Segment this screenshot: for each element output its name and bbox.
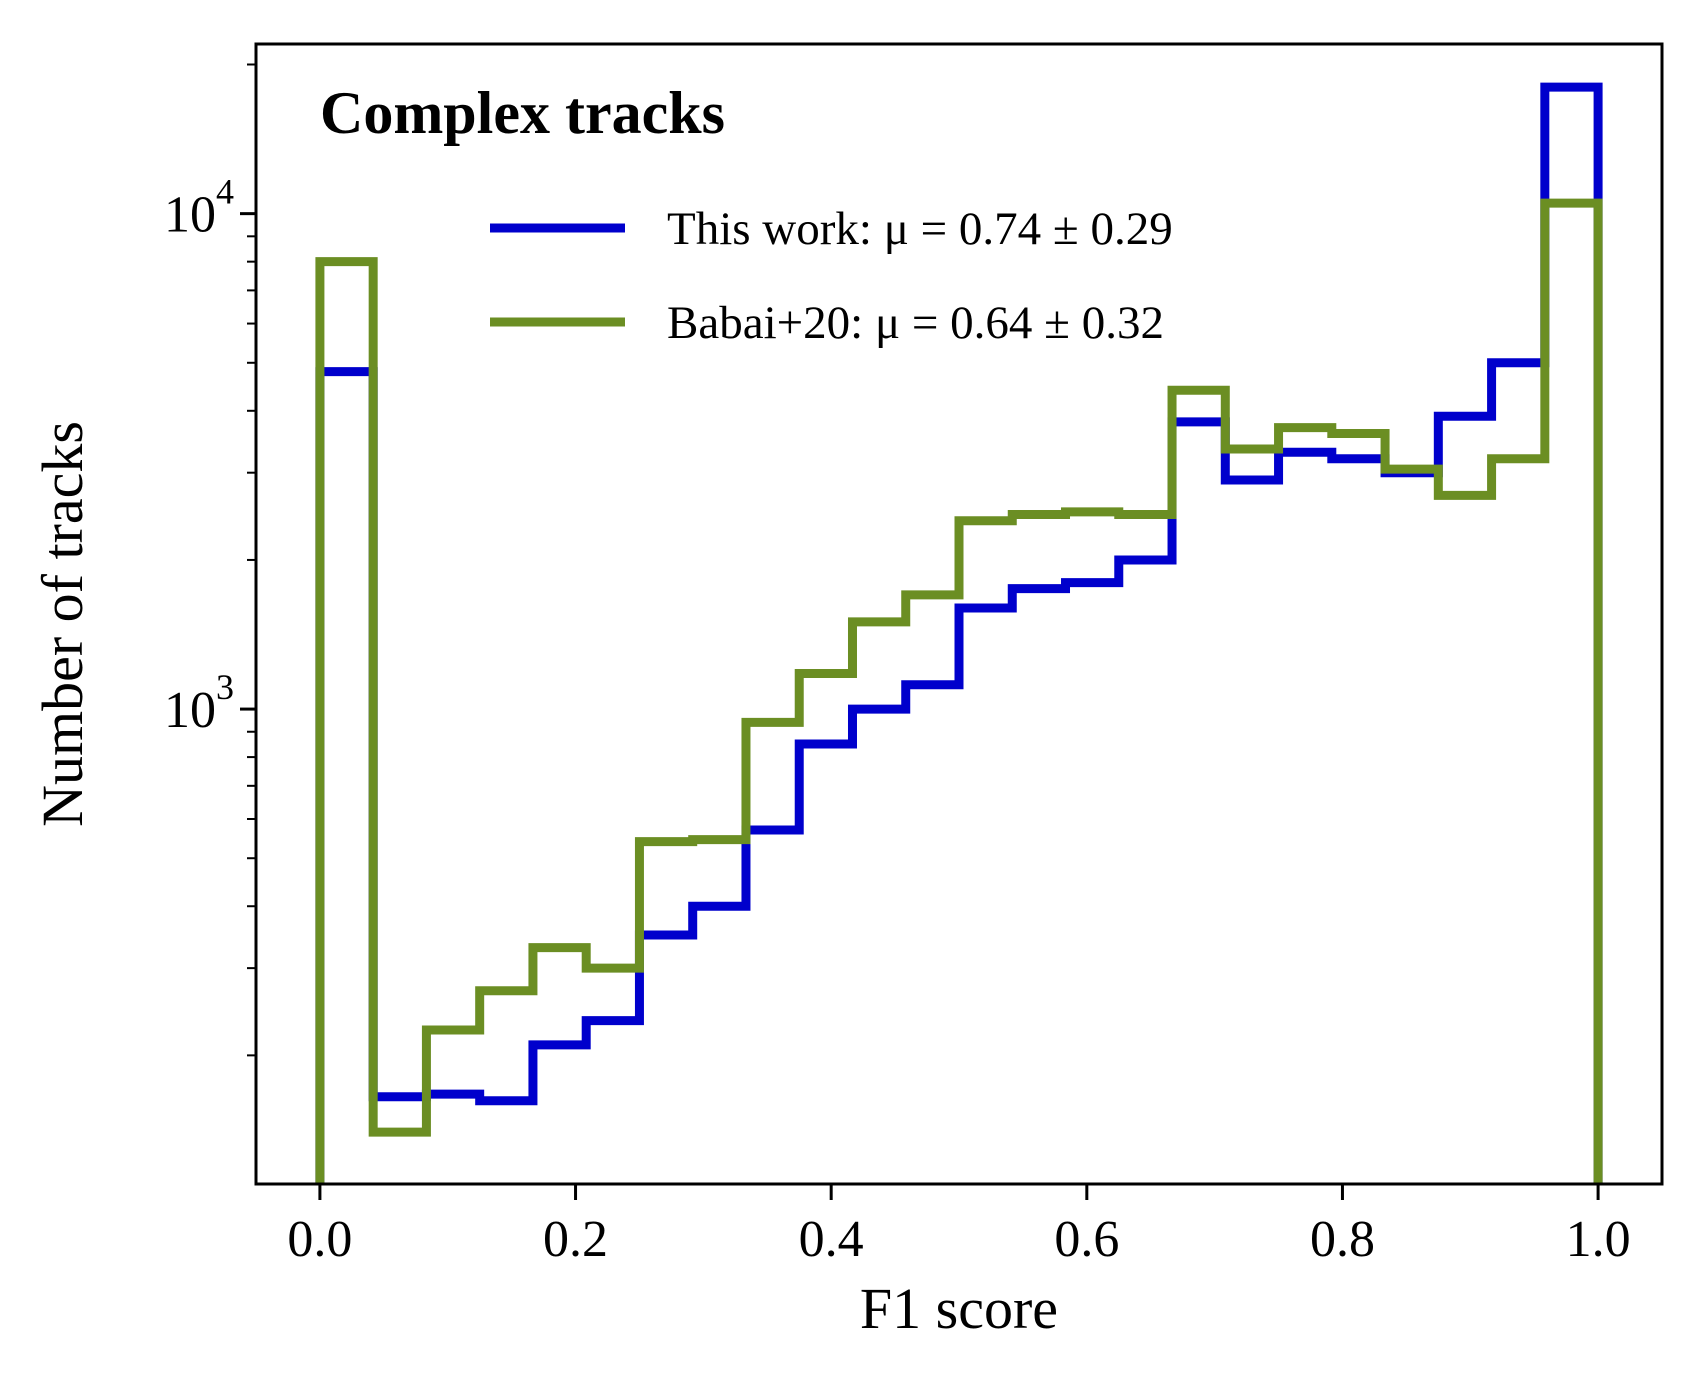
y-axis-ticks: 103 104 bbox=[164, 63, 256, 1057]
x-axis-title: F1 score bbox=[860, 1276, 1058, 1341]
legend-label: This work: μ = 0.74 ± 0.29 bbox=[667, 203, 1173, 255]
x-tick-label: 0.6 bbox=[1054, 1211, 1119, 1268]
y-tick-label: 104 bbox=[164, 172, 234, 244]
x-axis-ticks: 0.0 0.2 0.4 0.6 0.8 1.0 bbox=[287, 1184, 1631, 1268]
x-tick-label: 0.2 bbox=[543, 1211, 608, 1268]
x-tick-label: 1.0 bbox=[1566, 1211, 1631, 1268]
x-tick-label: 0.4 bbox=[799, 1211, 864, 1268]
x-tick-label: 0.0 bbox=[287, 1211, 352, 1268]
series-line-babai-20 bbox=[315, 198, 1603, 1184]
y-axis-title: Number of tracks bbox=[30, 421, 95, 827]
axes-frame bbox=[254, 42, 1664, 1186]
legend: This work: μ = 0.74 ± 0.29 Babai+20: μ = … bbox=[490, 203, 1173, 349]
legend-label: Babai+20: μ = 0.64 ± 0.32 bbox=[667, 297, 1164, 349]
series-layer bbox=[315, 82, 1603, 1184]
chart-title: Complex tracks bbox=[320, 80, 725, 146]
x-tick-label: 0.8 bbox=[1310, 1211, 1375, 1268]
y-tick-label: 103 bbox=[164, 667, 234, 739]
